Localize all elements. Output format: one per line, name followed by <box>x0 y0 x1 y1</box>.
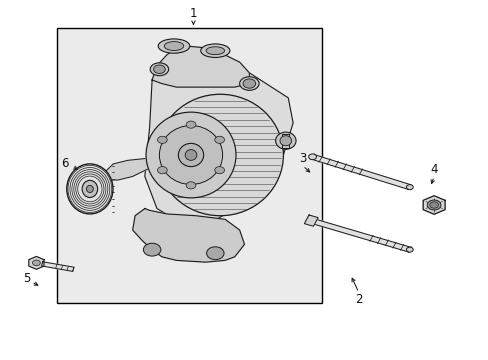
Circle shape <box>427 200 440 210</box>
Polygon shape <box>310 154 410 189</box>
Ellipse shape <box>239 77 259 90</box>
Ellipse shape <box>146 112 236 198</box>
Ellipse shape <box>82 180 98 198</box>
Text: 1: 1 <box>189 8 197 21</box>
Polygon shape <box>305 217 410 252</box>
Ellipse shape <box>159 126 222 184</box>
Text: 6: 6 <box>61 157 68 170</box>
Ellipse shape <box>185 150 197 160</box>
Polygon shape <box>106 158 147 180</box>
Circle shape <box>186 121 196 128</box>
Ellipse shape <box>178 143 203 167</box>
Circle shape <box>157 167 167 174</box>
Ellipse shape <box>280 136 291 146</box>
Circle shape <box>206 247 224 260</box>
Ellipse shape <box>201 44 229 58</box>
Ellipse shape <box>67 164 113 214</box>
Circle shape <box>243 79 255 88</box>
Text: 5: 5 <box>23 272 30 285</box>
Ellipse shape <box>406 185 412 190</box>
Ellipse shape <box>157 94 283 216</box>
Polygon shape <box>152 46 249 87</box>
Circle shape <box>214 136 224 143</box>
Text: 3: 3 <box>299 152 306 165</box>
Ellipse shape <box>205 47 224 55</box>
Bar <box>57 28 322 303</box>
Polygon shape <box>422 196 444 214</box>
Polygon shape <box>144 66 292 223</box>
Polygon shape <box>29 256 44 269</box>
Circle shape <box>32 260 40 266</box>
Ellipse shape <box>406 247 412 252</box>
Ellipse shape <box>158 39 189 53</box>
Ellipse shape <box>275 132 295 149</box>
Polygon shape <box>41 262 74 271</box>
Circle shape <box>186 182 196 189</box>
Circle shape <box>153 65 165 73</box>
Text: 2: 2 <box>354 293 362 306</box>
Circle shape <box>214 167 224 174</box>
Polygon shape <box>304 215 318 226</box>
Ellipse shape <box>308 154 316 159</box>
Text: 4: 4 <box>429 163 437 176</box>
Circle shape <box>143 243 161 256</box>
Circle shape <box>429 202 438 208</box>
Ellipse shape <box>86 185 93 193</box>
Ellipse shape <box>150 63 168 76</box>
Ellipse shape <box>164 41 183 50</box>
Polygon shape <box>282 134 288 148</box>
Circle shape <box>157 136 167 143</box>
Polygon shape <box>132 208 244 262</box>
